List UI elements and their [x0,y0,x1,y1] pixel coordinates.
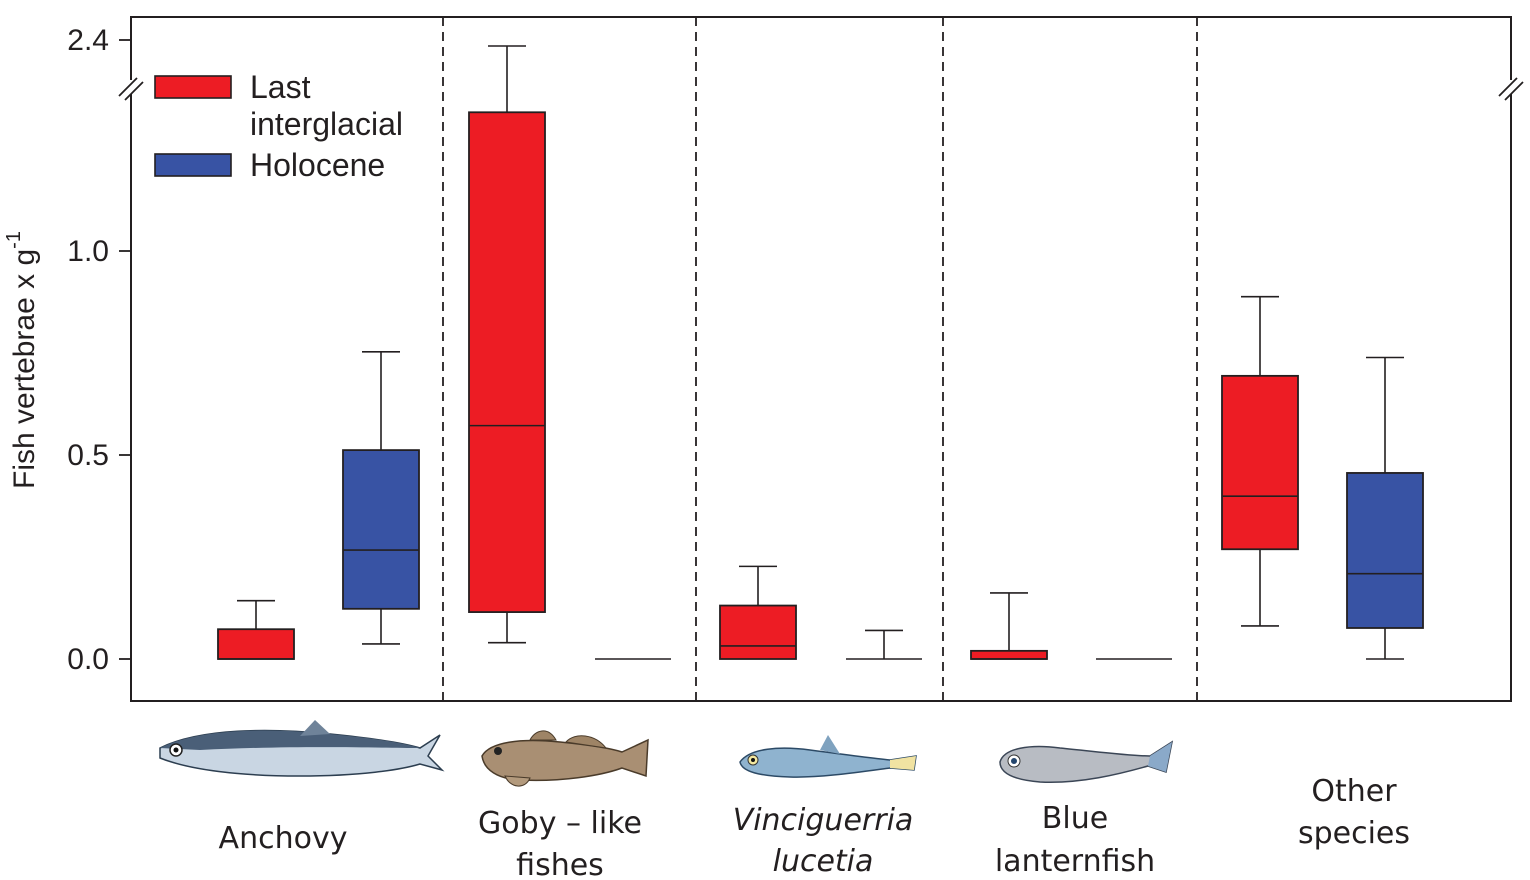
y-axis: 0.0 0.5 1.0 2.4 Fish vertebrae x g-1 [3,24,1524,676]
vinciguerria-icon [739,735,917,778]
iqr-box [1346,472,1424,629]
legend-label: interglacial [250,106,403,142]
legend-label: Last [250,69,311,105]
category-label-3: lucetia [773,844,874,879]
box-marks [217,45,1424,660]
lanternfish-icon [999,740,1174,784]
legend-swatch [154,75,232,99]
y-axis-title: Fish vertebrae x g-1 [3,231,41,489]
category-labels: Anchovy Goby – like fishes Vinciguerria luce… [219,774,1410,880]
legend-entry-2: Holocene [154,147,385,183]
category-label-4: Blue [1042,801,1108,836]
legend-label: Holocene [250,147,385,183]
y-tick-label: 2.4 [67,24,109,57]
box-last-interglacial-3 [719,565,797,660]
box-last-interglacial-4 [970,592,1048,660]
box-last-interglacial-1 [217,599,295,660]
y-tick-label: 0.5 [67,439,109,472]
anchovy-icon [159,720,445,777]
category-label-4: lanternfish [995,844,1155,879]
category-label-1: Anchovy [219,821,348,856]
box-last-interglacial-2 [468,45,546,644]
category-label-5: Other [1311,774,1397,809]
iqr-box [1221,374,1299,551]
iqr-box [719,604,797,660]
iqr-box [217,628,295,660]
plot-frame [130,16,1512,702]
legend-swatch [154,153,232,177]
goby-icon [481,730,649,787]
iqr-box [342,449,420,610]
axis-break-right [1498,77,1524,101]
y-tick-label: 0.0 [67,643,109,676]
y-tick-label: 1.0 [67,235,109,268]
category-label-5: species [1298,816,1410,851]
iqr-box [468,111,546,613]
category-label-3: Vinciguerria [733,803,914,838]
box-holocene-1 [342,350,420,645]
category-label-2: fishes [516,848,604,880]
box-holocene-3 [846,629,922,660]
box-last-interglacial-5 [1221,295,1299,627]
iqr-box [970,649,1048,660]
fish-illustrations [159,720,1174,787]
category-label-2: Goby – like [478,806,642,841]
axis-break-left [118,77,144,101]
category-dividers [442,17,1198,701]
box-holocene-5 [1346,356,1424,660]
